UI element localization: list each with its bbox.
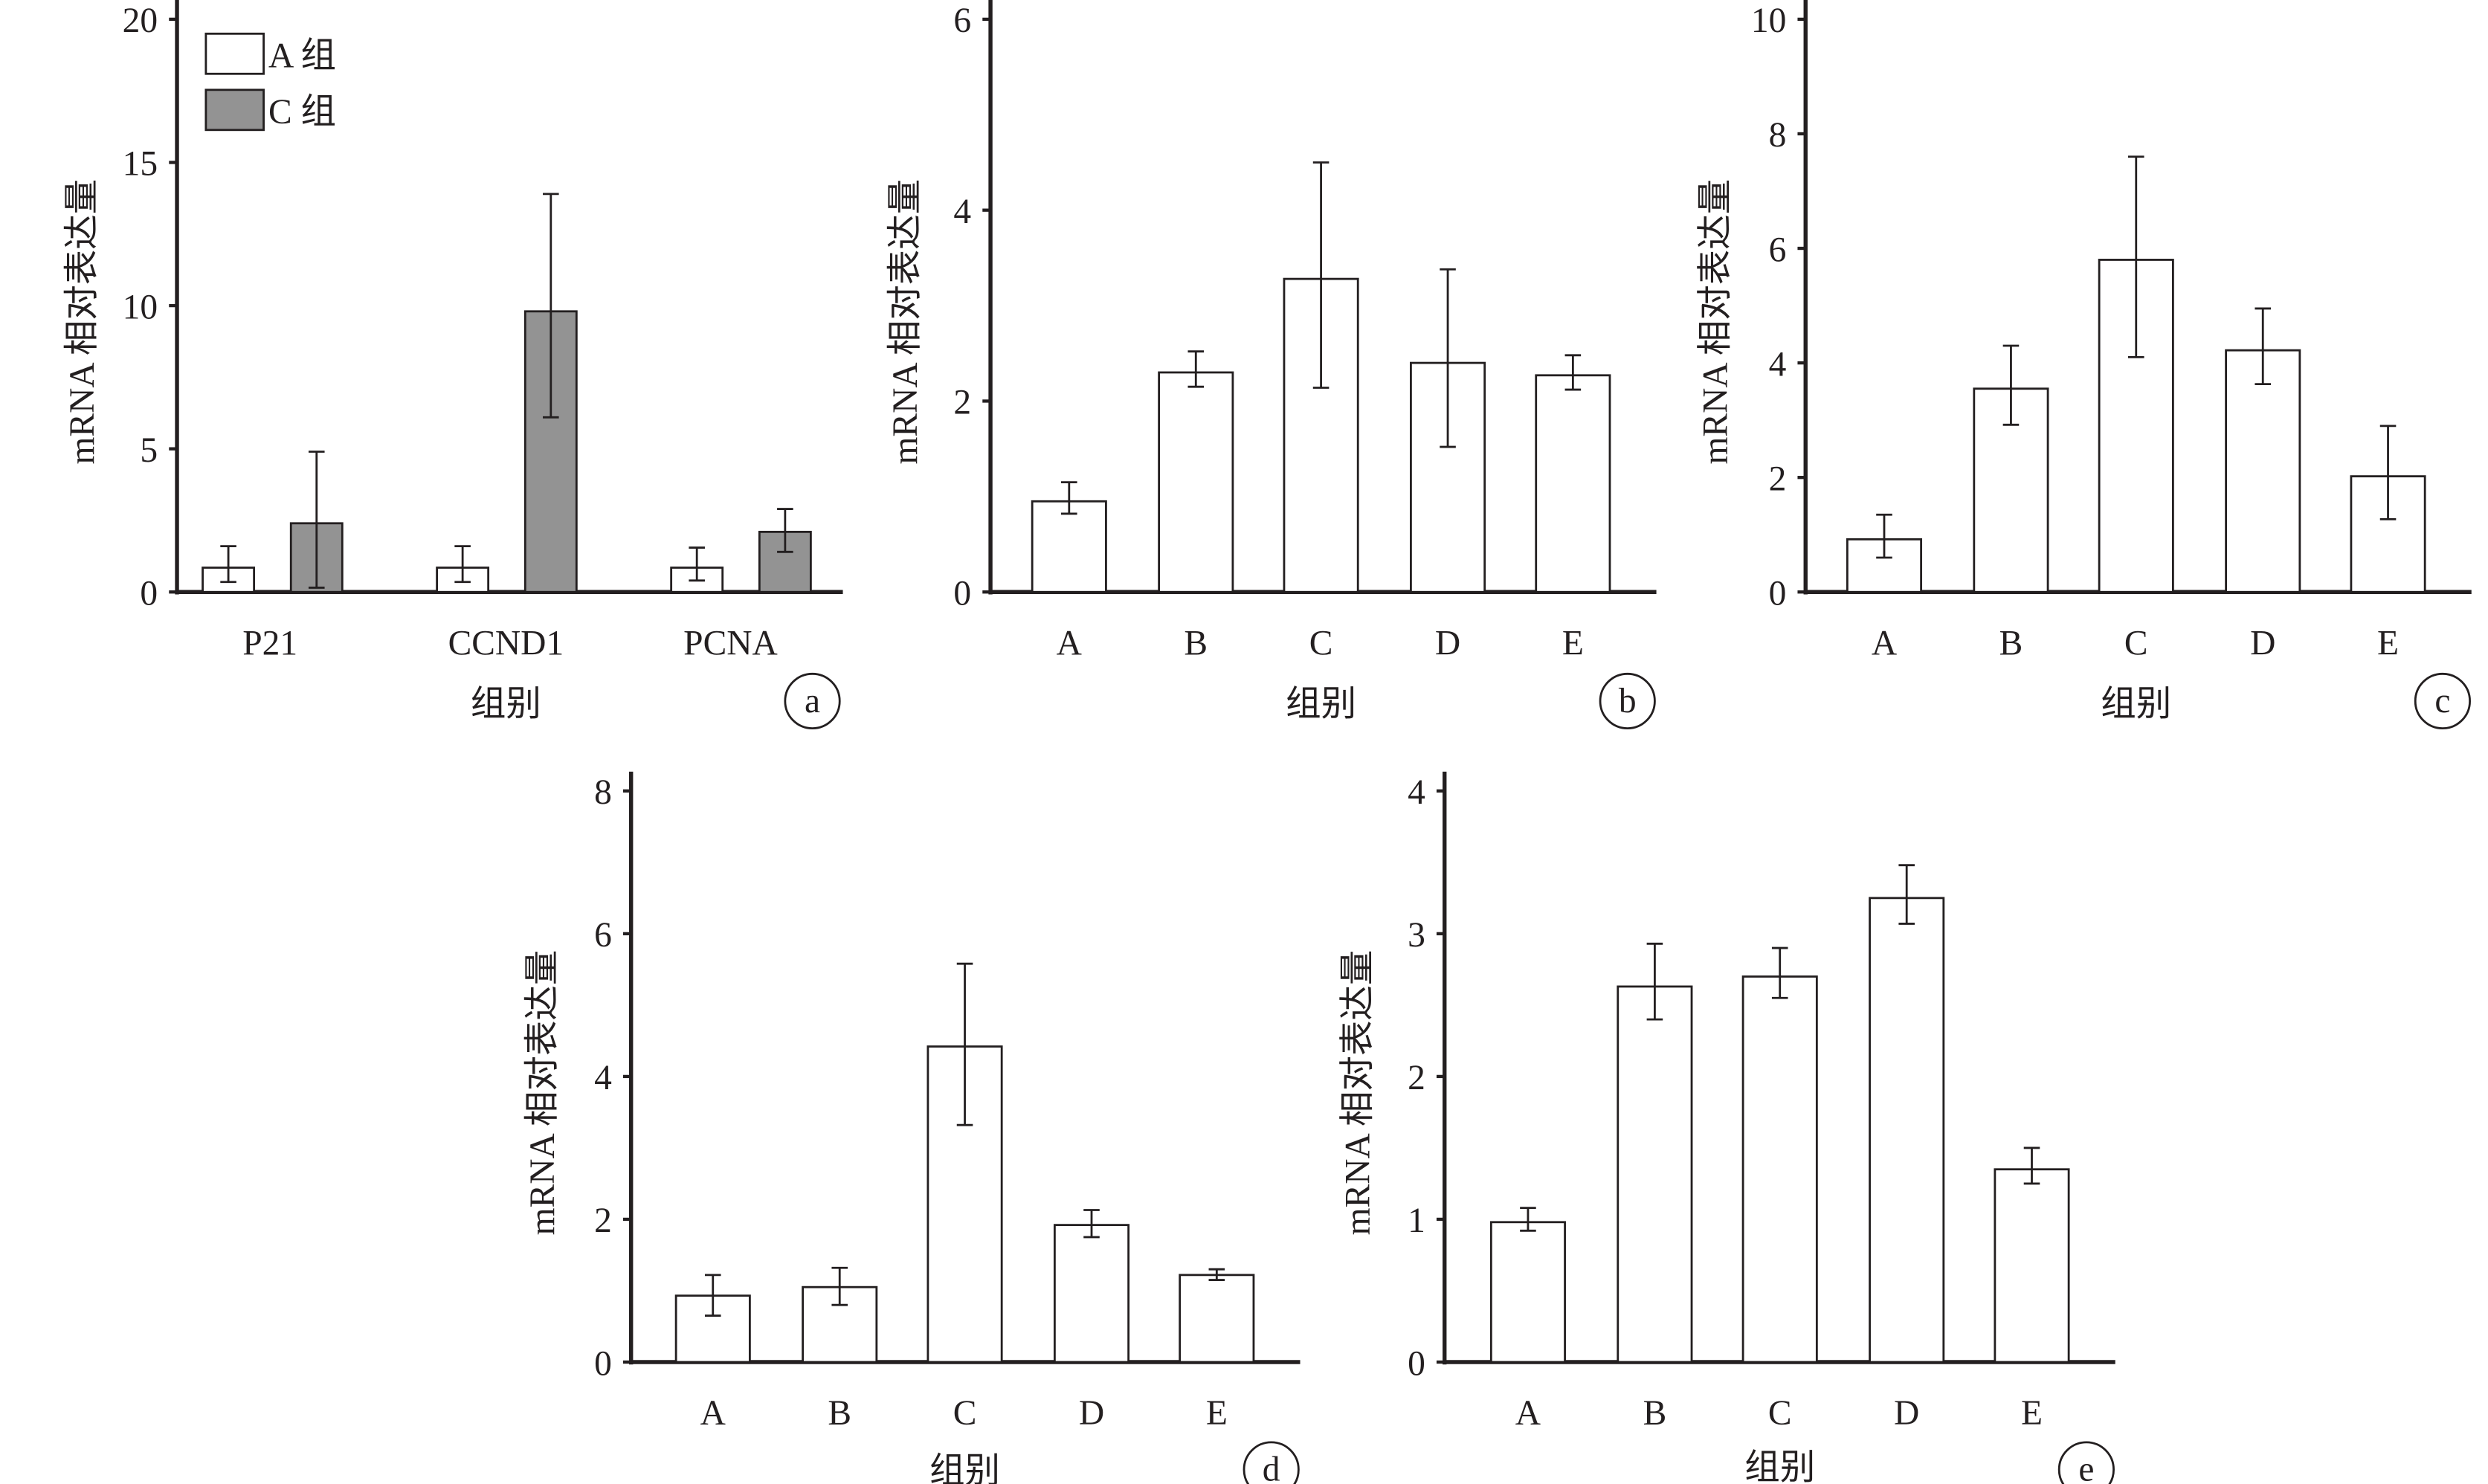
y-tick-label: 6 <box>594 916 612 955</box>
bar <box>1053 1224 1130 1364</box>
panel-label: e <box>2078 1451 2094 1484</box>
legend-label: C 组 <box>268 93 336 132</box>
panel-label-circle <box>2057 1441 2115 1484</box>
y-tick-label: 0 <box>1408 1344 1425 1383</box>
panel-e: 0 1 2 3 4 mRNA 相对表达量 A B C D E 组别 e <box>1338 771 2115 1484</box>
x-tick-label: C <box>2124 624 2148 662</box>
y-axis-label: mRNA 相对表达量 <box>1338 950 1377 1236</box>
y-tick-label: 4 <box>1769 345 1787 384</box>
bar <box>1617 985 1693 1364</box>
bar <box>1846 538 1923 593</box>
bar <box>1031 500 1107 593</box>
panel-label-circle <box>1599 672 1656 730</box>
x-axis-label: 组别 <box>1286 685 1356 723</box>
y-tick-label: 0 <box>1769 575 1787 613</box>
x-tick-label: B <box>1643 1394 1667 1433</box>
x-tick-label: B <box>1184 624 1208 662</box>
panel-label: a <box>805 682 820 720</box>
y-tick-label: 15 <box>123 145 158 184</box>
bar <box>1869 897 1945 1364</box>
y-tick-label: 10 <box>123 288 158 326</box>
y-tick-label: 6 <box>953 1 971 40</box>
legend-swatch <box>204 32 265 75</box>
x-tick-label: E <box>2377 624 2399 662</box>
x-axis-label: 组别 <box>1744 1449 1815 1484</box>
legend-label: A 组 <box>268 37 336 76</box>
bar <box>1741 975 1818 1364</box>
panel-label: d <box>1263 1451 1280 1484</box>
panel-c: 0 2 4 6 8 10 mRNA 相对表达量 A B C D E 组别 c <box>1697 0 2472 730</box>
x-tick-label: PCNA <box>683 624 778 662</box>
x-tick-label: B <box>1999 624 2023 662</box>
y-tick-label: 3 <box>1408 916 1425 955</box>
x-tick-label: E <box>1562 624 1584 662</box>
panel-a: 0 5 10 15 20 mRNA 相对表达量 P21 CCND1 PCNA 组别 a A 组 C 组 <box>63 0 843 730</box>
y-tick-label: 20 <box>123 1 158 40</box>
bar <box>1489 1221 1566 1364</box>
x-tick-label: C <box>953 1394 977 1433</box>
x-tick-label: A <box>1515 1394 1541 1433</box>
panel-label: b <box>1619 682 1637 720</box>
y-tick-label: 6 <box>1769 230 1787 269</box>
bar <box>1179 1274 1255 1364</box>
y-axis-label: mRNA 相对表达量 <box>63 179 102 465</box>
x-tick-label: A <box>1057 624 1082 662</box>
x-tick-label: D <box>2250 624 2275 662</box>
bar <box>1158 371 1234 593</box>
panel-label-circle <box>2414 672 2471 730</box>
x-tick-label: D <box>1894 1394 1919 1433</box>
y-axis-label: mRNA 相对表达量 <box>523 950 562 1236</box>
y-tick-label: 4 <box>594 1059 612 1097</box>
panel-label: c <box>2434 682 2450 720</box>
x-tick-label: C <box>1768 1394 1792 1433</box>
y-tick-label: 2 <box>1769 459 1787 498</box>
y-tick-label: 2 <box>953 384 971 422</box>
x-tick-label: D <box>1079 1394 1104 1433</box>
y-tick-label: 0 <box>140 575 158 613</box>
bar <box>1973 387 2049 593</box>
y-tick-label: 4 <box>1408 773 1425 812</box>
x-tick-label: D <box>1435 624 1460 662</box>
panel-b: 0 2 4 6 mRNA 相对表达量 A B C D E 组别 b <box>886 0 1657 730</box>
x-tick-label: A <box>700 1394 726 1433</box>
y-tick-label: 1 <box>1408 1201 1425 1240</box>
panel-label-circle <box>1243 1441 1300 1484</box>
y-axis-label: mRNA 相对表达量 <box>886 179 925 465</box>
y-tick-label: 0 <box>953 575 971 613</box>
x-tick-label: E <box>1206 1394 1228 1433</box>
y-tick-label: 0 <box>594 1344 612 1383</box>
bar <box>1994 1168 2070 1364</box>
x-tick-label: A <box>1872 624 1897 662</box>
bar <box>2225 349 2301 593</box>
panel-label-circle <box>784 672 841 730</box>
x-tick-label: E <box>2021 1394 2043 1433</box>
y-axis-label: mRNA 相对表达量 <box>1697 179 1736 465</box>
x-tick-label: C <box>1309 624 1333 662</box>
x-tick-label: P21 <box>242 624 297 662</box>
y-tick-label: 8 <box>594 773 612 812</box>
bar <box>1535 374 1611 593</box>
legend-swatch <box>204 88 265 132</box>
y-tick-label: 4 <box>953 193 971 231</box>
y-tick-label: 5 <box>140 431 158 470</box>
y-tick-label: 10 <box>1751 1 1786 40</box>
x-axis-label: 组别 <box>471 685 541 723</box>
y-tick-label: 2 <box>1408 1059 1425 1097</box>
x-axis-label: 组别 <box>2101 685 2171 723</box>
x-tick-label: CCND1 <box>448 624 564 662</box>
y-tick-label: 8 <box>1769 116 1787 155</box>
x-tick-label: B <box>828 1394 851 1433</box>
x-axis-label: 组别 <box>929 1452 1000 1484</box>
panel-d: 0 2 4 6 8 mRNA 相对表达量 A B C D E 组别 d <box>523 771 1301 1484</box>
y-tick-label: 2 <box>594 1201 612 1240</box>
